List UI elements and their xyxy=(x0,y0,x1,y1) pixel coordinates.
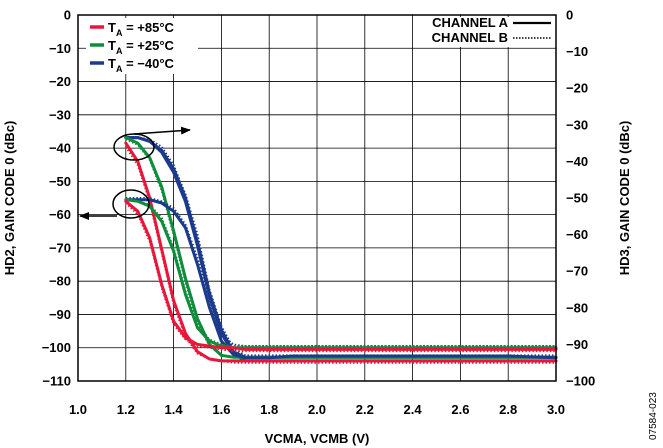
x-tick-label: 1.2 xyxy=(117,402,135,417)
hd2-annotation-ellipse xyxy=(112,189,150,219)
legend-label-minus40c: TA = −40°C xyxy=(108,56,175,74)
y-left-tick-label: −10 xyxy=(49,41,71,56)
plot-frame xyxy=(77,14,557,382)
y-right-tick-label: −80 xyxy=(566,300,588,315)
y-right-tick-label: −90 xyxy=(566,337,588,352)
y-right-tick-label: −30 xyxy=(566,117,588,132)
series-line-left-solid xyxy=(124,198,558,360)
y-left-tick-label: −70 xyxy=(49,240,71,255)
legend-channels: CHANNEL A CHANNEL B xyxy=(420,15,554,47)
x-tick-label: 1.6 xyxy=(212,402,230,417)
y-left-tick-labels: 0 −10 −20 −30 −40 −50 −60 −70 −80 −90 −100 −110 xyxy=(42,8,71,389)
series-line-left-solid xyxy=(124,199,558,351)
y-left-tick-label: −50 xyxy=(49,174,71,189)
y-left-tick-label: −90 xyxy=(49,307,71,322)
y-right-tick-label: −100 xyxy=(566,374,595,389)
x-tick-label: 2.2 xyxy=(356,402,374,417)
legend-item-85c: TA = +85°C xyxy=(90,20,175,38)
y-right-tick-labels: 0 −10 −20 −30 −40 −50 −60 −70 −80 −90 −100 xyxy=(566,8,595,389)
x-tick-label: 2.4 xyxy=(404,402,423,417)
y-left-tick-label: −60 xyxy=(49,207,71,222)
y-right-tick-label: −20 xyxy=(566,81,588,96)
y-right-tick-label: −10 xyxy=(566,44,588,59)
legend-item-25c: TA = +25°C xyxy=(90,38,175,56)
x-tick-label: 2.8 xyxy=(499,402,517,417)
x-tick-label: 1.0 xyxy=(69,402,87,417)
y-right-axis-title: HD3, GAIN CODE 0 (dBc) xyxy=(617,121,632,276)
y-left-tick-label: −20 xyxy=(49,74,71,89)
y-left-tick-label: −100 xyxy=(42,340,71,355)
x-tick-labels: 1.0 1.2 1.4 1.6 1.8 2.0 2.2 2.4 2.6 2.8 3.0 xyxy=(69,402,565,417)
series-line-right-dotted xyxy=(124,146,556,364)
series-line-right-solid xyxy=(124,136,558,363)
hd3-annotation-arrow xyxy=(133,126,191,135)
y-right-tick-label: −40 xyxy=(566,154,588,169)
series-group xyxy=(124,136,558,364)
series-line-right-solid xyxy=(124,141,558,363)
series-line-left-dotted xyxy=(125,198,556,348)
x-axis-title: VCMA, VCMB (V) xyxy=(265,431,370,446)
series-line-left-dotted xyxy=(125,202,556,353)
y-left-tick-label: 0 xyxy=(64,8,71,23)
x-tick-label: 1.8 xyxy=(260,402,278,417)
y-right-tick-label: −50 xyxy=(566,191,588,206)
figure-id: 07584-023 xyxy=(648,392,659,440)
legend-label-85c: TA = +85°C xyxy=(108,20,175,38)
y-right-tick-label: −70 xyxy=(566,264,588,279)
x-tick-label: 2.0 xyxy=(308,402,326,417)
y-right-tick-label: 0 xyxy=(566,8,573,23)
legend-label-channel-b: CHANNEL B xyxy=(432,30,508,45)
y-right-tick-label: −60 xyxy=(566,227,588,242)
x-tick-label: 2.6 xyxy=(451,402,469,417)
legend-temperatures: TA = +85°C TA = +25°C TA = −40°C xyxy=(86,18,198,74)
y-left-tick-label: −110 xyxy=(42,374,71,389)
y-left-tick-label: −80 xyxy=(49,274,71,289)
legend-item-minus40c: TA = −40°C xyxy=(90,56,175,74)
legend-label-channel-a: CHANNEL A xyxy=(432,15,508,30)
x-tick-label: 3.0 xyxy=(547,402,565,417)
series-line-left-dotted xyxy=(125,197,556,348)
legend-label-25c: TA = +25°C xyxy=(108,38,175,56)
x-tick-label: 1.4 xyxy=(165,402,184,417)
y-left-tick-label: −40 xyxy=(49,141,71,156)
y-left-axis-title: HD2, GAIN CODE 0 (dBc) xyxy=(2,121,17,276)
legend-temp-bg xyxy=(86,18,198,74)
y-left-tick-label: −30 xyxy=(49,107,71,122)
